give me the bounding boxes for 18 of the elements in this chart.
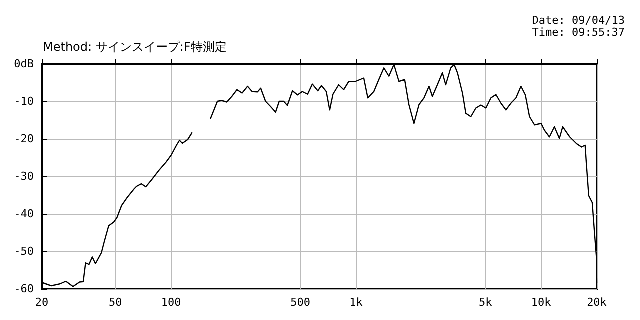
y-tick-label: -40 [14, 208, 34, 220]
chart-subtitle: Method: サインスイープ:F特測定 [43, 40, 227, 54]
x-tick-label: 500 [290, 296, 311, 309]
y-tick-label: -10 [14, 95, 34, 108]
x-tick-label: 100 [161, 296, 182, 309]
x-tick-label: 50 [108, 296, 122, 309]
x-tick-label: 20k [587, 296, 608, 309]
y-tick-label: -20 [14, 132, 34, 146]
y-tick-label: -50 [14, 245, 34, 258]
text: Date: 09/04/13 [532, 14, 626, 27]
x-tick-label: 10k [531, 296, 552, 309]
y-tick-label: -30 [14, 170, 34, 183]
y-tick-label: 0dB [14, 58, 34, 70]
x-tick-label: 5k [478, 296, 493, 309]
x-tick-label: 1k [350, 296, 364, 309]
text: Time: 09:55:37 [532, 26, 626, 39]
y-tick-label: -60 [14, 282, 34, 296]
x-tick-label: 20 [35, 296, 49, 309]
